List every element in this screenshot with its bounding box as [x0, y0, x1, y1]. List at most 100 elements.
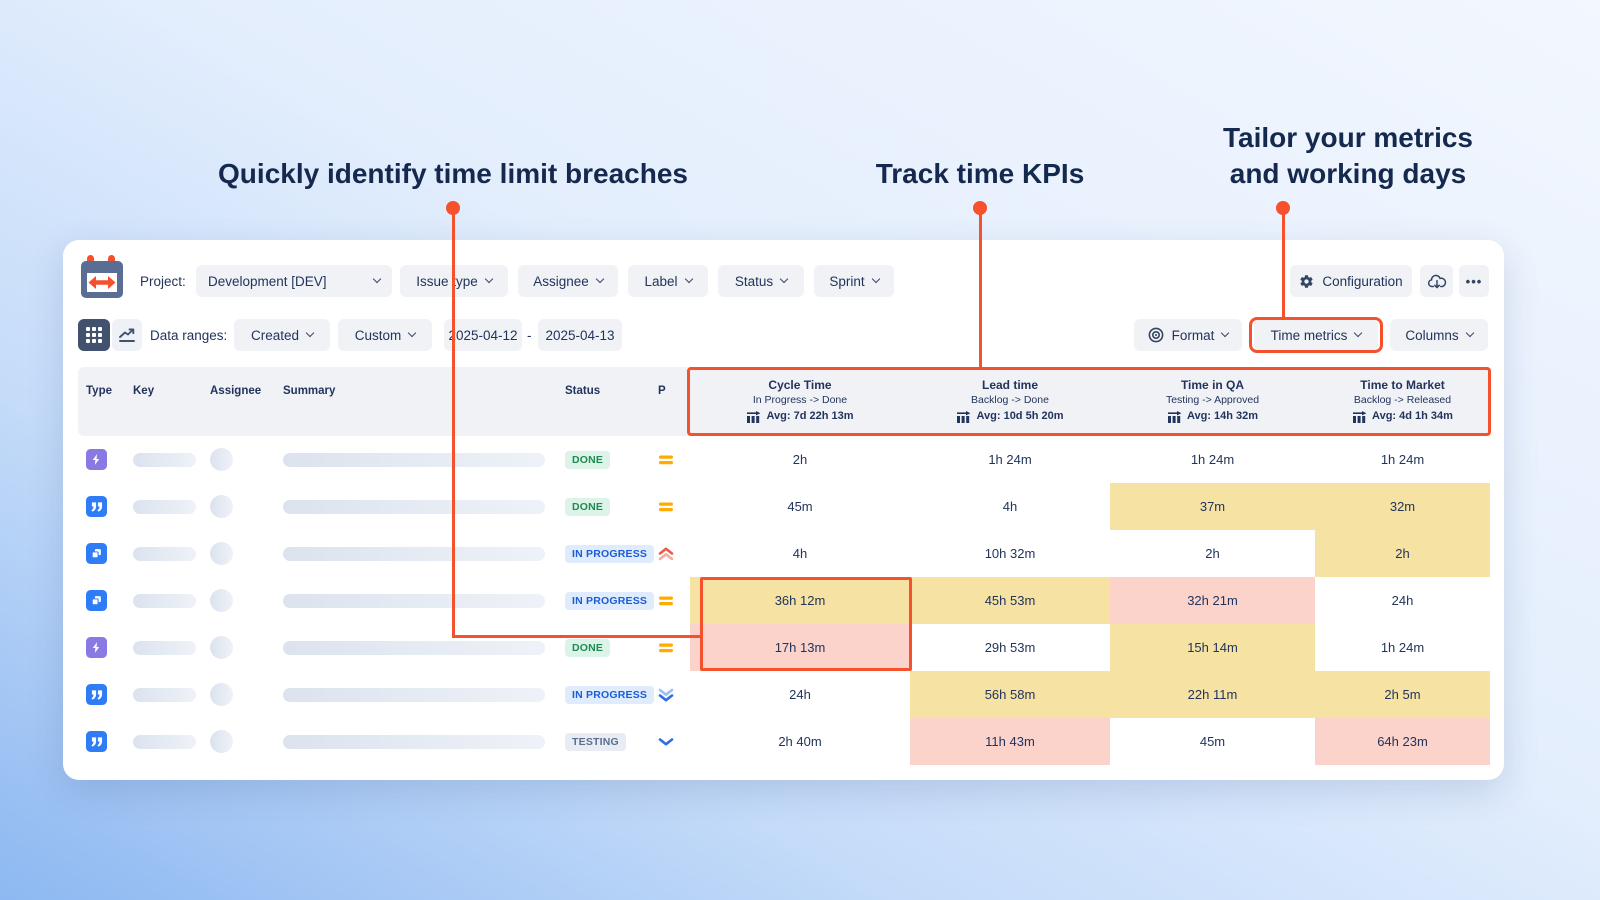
col-header-key: Key	[133, 385, 155, 397]
filter-label[interactable]: Label	[628, 265, 708, 297]
metric-cell: 15h 14m	[1110, 624, 1315, 671]
metric-cell: 36h 12m	[690, 577, 910, 624]
project-select[interactable]: Development [DEV]	[196, 265, 392, 297]
metric-cell: 4h	[690, 530, 910, 577]
chevron-down-icon	[871, 274, 880, 284]
configuration-label: Configuration	[1322, 273, 1403, 289]
filter-assignee[interactable]: Assignee	[518, 265, 618, 297]
metric-header-lead-time[interactable]: Lead time Backlog -> Done Avg: 10d 5h 20…	[910, 367, 1110, 436]
filter-sprint[interactable]: Sprint	[814, 265, 894, 297]
avatar-skeleton	[210, 542, 233, 565]
configuration-button[interactable]: Configuration	[1290, 265, 1412, 297]
priority-medium-icon	[658, 453, 674, 471]
metric-title: Time to Market	[1360, 378, 1445, 392]
table-row[interactable]: IN PROGRESS 4h 10h 32m 2h 2h	[78, 530, 1490, 577]
metric-header-cycle-time[interactable]: Cycle Time In Progress -> Done Avg: 7d 2…	[690, 367, 910, 436]
table-row[interactable]: TESTING 2h 40m 11h 43m 45m 64h 23m	[78, 718, 1490, 765]
metric-cell: 24h	[690, 671, 910, 718]
chevron-down-icon	[1465, 328, 1474, 338]
export-button[interactable]	[1420, 265, 1453, 297]
format-target-icon	[1148, 327, 1164, 343]
metric-title: Cycle Time	[768, 378, 832, 392]
metric-cell: 2h	[1110, 530, 1315, 577]
filter-label: Label	[644, 273, 678, 289]
chart-view-button[interactable]	[112, 319, 142, 351]
date-to-input[interactable]: 2025-04-13	[538, 319, 622, 351]
metric-title: Time in QA	[1180, 378, 1245, 392]
table-row[interactable]: DONE 2h 1h 24m 1h 24m 1h 24m	[78, 436, 1490, 483]
callout-line-tailor	[1281, 210, 1285, 320]
issue-type-bolt-icon	[86, 637, 107, 658]
issue-type-quote-icon	[86, 684, 107, 705]
callout-line-breaches-horizontal	[453, 635, 703, 638]
summary-skeleton	[283, 453, 545, 467]
summary-skeleton	[283, 547, 545, 561]
table-row[interactable]: IN PROGRESS 36h 12m 45h 53m 32h 21m 24h	[78, 577, 1490, 624]
summary-skeleton	[283, 688, 545, 702]
format-label: Format	[1171, 327, 1215, 343]
project-select-value: Development [DEV]	[208, 273, 327, 289]
metric-cell: 45m	[690, 483, 910, 530]
gear-icon	[1300, 274, 1313, 288]
chevron-down-icon	[372, 274, 382, 284]
metric-transition: In Progress -> Done	[752, 394, 848, 406]
priority-medium-icon	[658, 594, 674, 612]
callout-box-time-metrics	[1249, 317, 1383, 353]
metric-transition: Backlog -> Done	[971, 394, 1049, 406]
date-to-value: 2025-04-13	[545, 327, 615, 343]
date-separator: -	[527, 328, 532, 343]
date-from-input[interactable]: 2025-04-12	[444, 319, 522, 351]
metric-header-time-in-qa[interactable]: Time in QA Testing -> Approved Avg: 14h …	[1110, 367, 1315, 436]
metric-header-time-to-market[interactable]: Time to Market Backlog -> Released Avg: …	[1315, 367, 1490, 436]
data-ranges-label: Data ranges:	[150, 328, 228, 343]
metric-average: Avg: 10d 5h 20m	[976, 410, 1064, 422]
chevron-down-icon	[595, 274, 605, 284]
key-skeleton	[133, 547, 196, 561]
table-row[interactable]: IN PROGRESS 24h 56h 58m 22h 11m 2h 5m	[78, 671, 1490, 718]
status-badge: IN PROGRESS	[565, 545, 655, 563]
key-skeleton	[133, 453, 196, 467]
table-row[interactable]: DONE 17h 13m 29h 53m 15h 14m 1h 24m	[78, 624, 1490, 671]
time-metrics-button[interactable]: Time metrics	[1254, 319, 1378, 351]
metric-cell: 64h 23m	[1315, 718, 1490, 765]
summary-skeleton	[283, 500, 545, 514]
grid-view-button[interactable]	[78, 319, 110, 351]
filter-status[interactable]: Status	[718, 265, 804, 297]
range-field-select[interactable]: Created	[234, 319, 330, 351]
metric-cell: 1h 24m	[1315, 436, 1490, 483]
annotation-tailor-line1: Tailor your metrics	[1222, 122, 1473, 153]
time-metrics-label: Time metrics	[1270, 327, 1348, 343]
table-body: DONE 2h 1h 24m 1h 24m 1h 24m DONE 45m 4h 37m 32m I…	[78, 436, 1490, 765]
metric-cell: 1h 24m	[1315, 624, 1490, 671]
annotation-breaches: Quickly identify time limit breaches	[218, 158, 688, 189]
key-skeleton	[133, 594, 196, 608]
issue-type-quote-icon	[86, 496, 107, 517]
metric-cell: 29h 53m	[910, 624, 1110, 671]
metric-cell: 32h 21m	[1110, 577, 1315, 624]
metric-cell: 1h 24m	[910, 436, 1110, 483]
metric-title: Lead time	[981, 378, 1038, 392]
col-header-assignee: Assignee	[210, 385, 262, 397]
status-badge: IN PROGRESS	[565, 686, 655, 704]
metric-cell: 37m	[1110, 483, 1315, 530]
metric-cell: 11h 43m	[910, 718, 1110, 765]
metric-transition: Testing -> Approved	[1165, 394, 1260, 406]
date-from-value: 2025-04-12	[448, 327, 518, 343]
status-badge: TESTING	[565, 733, 626, 751]
metric-cell: 2h 5m	[1315, 671, 1490, 718]
annotation-tailor-line2: and working days	[1229, 158, 1467, 189]
calendar-trend-icon	[957, 410, 971, 423]
range-mode-select[interactable]: Custom	[338, 319, 432, 351]
format-button[interactable]: Format	[1134, 319, 1242, 351]
table-row[interactable]: DONE 45m 4h 37m 32m	[78, 483, 1490, 530]
filter-label: Status	[734, 273, 774, 289]
metric-cell: 24h	[1315, 577, 1490, 624]
metric-cell: 2h	[1315, 530, 1490, 577]
more-actions-button[interactable]: •••	[1459, 265, 1489, 297]
priority-lowest-icon	[658, 688, 674, 707]
metric-average: Avg: 14h 32m	[1186, 410, 1259, 422]
priority-highest-icon	[658, 547, 674, 566]
columns-button[interactable]: Columns	[1390, 319, 1488, 351]
status-badge: IN PROGRESS	[565, 592, 655, 610]
